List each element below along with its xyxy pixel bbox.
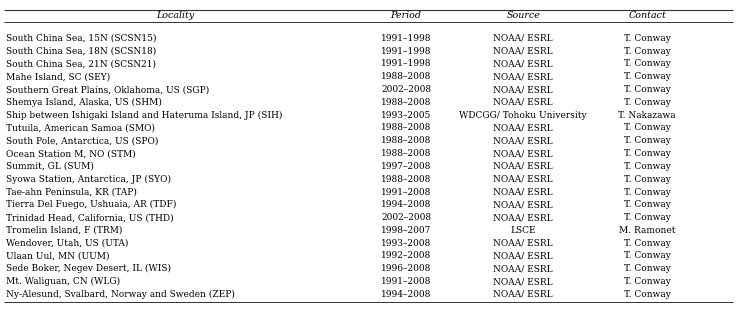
Text: NOAA/ ESRL: NOAA/ ESRL	[494, 200, 553, 209]
Text: Tromelin Island, F (TRM): Tromelin Island, F (TRM)	[6, 226, 122, 235]
Text: 2002–2008: 2002–2008	[381, 85, 431, 94]
Text: South China Sea, 15N (SCSN15): South China Sea, 15N (SCSN15)	[6, 34, 156, 43]
Text: NOAA/ ESRL: NOAA/ ESRL	[494, 149, 553, 158]
Text: 1992–2008: 1992–2008	[381, 251, 431, 261]
Text: 1994–2008: 1994–2008	[381, 290, 431, 299]
Text: NOAA/ ESRL: NOAA/ ESRL	[494, 34, 553, 43]
Text: T. Conway: T. Conway	[624, 47, 671, 56]
Text: NOAA/ ESRL: NOAA/ ESRL	[494, 239, 553, 248]
Text: M. Ramonet: M. Ramonet	[619, 226, 675, 235]
Text: 1988–2008: 1988–2008	[381, 98, 431, 107]
Text: T. Conway: T. Conway	[624, 98, 671, 107]
Text: 1991–1998: 1991–1998	[381, 34, 431, 43]
Text: Syowa Station, Antarctica, JP (SYO): Syowa Station, Antarctica, JP (SYO)	[6, 175, 171, 184]
Text: Contact: Contact	[628, 12, 666, 20]
Text: 1991–1998: 1991–1998	[381, 47, 431, 56]
Text: 1988–2008: 1988–2008	[381, 136, 431, 145]
Text: T. Conway: T. Conway	[624, 251, 671, 261]
Text: Mahe Island, SC (SEY): Mahe Island, SC (SEY)	[6, 72, 110, 81]
Text: NOAA/ ESRL: NOAA/ ESRL	[494, 187, 553, 197]
Text: 1988–2008: 1988–2008	[381, 149, 431, 158]
Text: Mt. Waliguan, CN (WLG): Mt. Waliguan, CN (WLG)	[6, 277, 120, 286]
Text: T. Conway: T. Conway	[624, 72, 671, 81]
Text: T. Conway: T. Conway	[624, 60, 671, 68]
Text: NOAA/ ESRL: NOAA/ ESRL	[494, 162, 553, 171]
Text: NOAA/ ESRL: NOAA/ ESRL	[494, 290, 553, 299]
Text: T. Conway: T. Conway	[624, 277, 671, 286]
Text: 1997–2008: 1997–2008	[381, 162, 431, 171]
Text: Trinidad Head, California, US (THD): Trinidad Head, California, US (THD)	[6, 213, 173, 222]
Text: 1988–2008: 1988–2008	[381, 72, 431, 81]
Text: 1996–2008: 1996–2008	[381, 264, 431, 273]
Text: 2002–2008: 2002–2008	[381, 213, 431, 222]
Text: NOAA/ ESRL: NOAA/ ESRL	[494, 251, 553, 261]
Text: NOAA/ ESRL: NOAA/ ESRL	[494, 47, 553, 56]
Text: Southern Great Plains, Oklahoma, US (SGP): Southern Great Plains, Oklahoma, US (SGP…	[6, 85, 209, 94]
Text: 1994–2008: 1994–2008	[381, 200, 431, 209]
Text: 1991–2008: 1991–2008	[381, 187, 431, 197]
Text: T. Conway: T. Conway	[624, 85, 671, 94]
Text: Source: Source	[506, 12, 540, 20]
Text: T. Conway: T. Conway	[624, 187, 671, 197]
Text: NOAA/ ESRL: NOAA/ ESRL	[494, 72, 553, 81]
Text: Tierra Del Fuego, Ushuaia, AR (TDF): Tierra Del Fuego, Ushuaia, AR (TDF)	[6, 200, 176, 209]
Text: 1988–2008: 1988–2008	[381, 123, 431, 133]
Text: Tutuila, American Samoa (SMO): Tutuila, American Samoa (SMO)	[6, 123, 155, 133]
Text: T. Conway: T. Conway	[624, 123, 671, 133]
Text: T. Conway: T. Conway	[624, 264, 671, 273]
Text: 1991–2008: 1991–2008	[381, 277, 431, 286]
Text: Period: Period	[391, 12, 422, 20]
Text: 1998–2007: 1998–2007	[381, 226, 431, 235]
Text: NOAA/ ESRL: NOAA/ ESRL	[494, 213, 553, 222]
Text: Wendover, Utah, US (UTA): Wendover, Utah, US (UTA)	[6, 239, 128, 248]
Text: South Pole, Antarctica, US (SPO): South Pole, Antarctica, US (SPO)	[6, 136, 158, 145]
Text: T. Conway: T. Conway	[624, 213, 671, 222]
Text: T. Conway: T. Conway	[624, 239, 671, 248]
Text: 1993–2008: 1993–2008	[381, 239, 431, 248]
Text: Summit, GL (SUM): Summit, GL (SUM)	[6, 162, 94, 171]
Text: T. Conway: T. Conway	[624, 162, 671, 171]
Text: Ship between Ishigaki Island and Hateruma Island, JP (SIH): Ship between Ishigaki Island and Haterum…	[6, 111, 282, 120]
Text: Tae-ahn Peninsula, KR (TAP): Tae-ahn Peninsula, KR (TAP)	[6, 187, 136, 197]
Text: NOAA/ ESRL: NOAA/ ESRL	[494, 85, 553, 94]
Text: NOAA/ ESRL: NOAA/ ESRL	[494, 264, 553, 273]
Text: T. Conway: T. Conway	[624, 200, 671, 209]
Text: NOAA/ ESRL: NOAA/ ESRL	[494, 277, 553, 286]
Text: T. Conway: T. Conway	[624, 290, 671, 299]
Text: NOAA/ ESRL: NOAA/ ESRL	[494, 136, 553, 145]
Text: Ny-Alesund, Svalbard, Norway and Sweden (ZEP): Ny-Alesund, Svalbard, Norway and Sweden …	[6, 290, 234, 299]
Text: 1991–1998: 1991–1998	[381, 60, 431, 68]
Text: NOAA/ ESRL: NOAA/ ESRL	[494, 98, 553, 107]
Text: T. Conway: T. Conway	[624, 175, 671, 184]
Text: T. Conway: T. Conway	[624, 136, 671, 145]
Text: T. Conway: T. Conway	[624, 149, 671, 158]
Text: NOAA/ ESRL: NOAA/ ESRL	[494, 175, 553, 184]
Text: South China Sea, 18N (SCSN18): South China Sea, 18N (SCSN18)	[6, 47, 156, 56]
Text: 1988–2008: 1988–2008	[381, 175, 431, 184]
Text: Ocean Station M, NO (STM): Ocean Station M, NO (STM)	[6, 149, 136, 158]
Text: WDCGG/ Tohoku University: WDCGG/ Tohoku University	[459, 111, 587, 120]
Text: Locality: Locality	[156, 12, 195, 20]
Text: T. Nakazawa: T. Nakazawa	[618, 111, 676, 120]
Text: NOAA/ ESRL: NOAA/ ESRL	[494, 123, 553, 133]
Text: NOAA/ ESRL: NOAA/ ESRL	[494, 60, 553, 68]
Text: Shemya Island, Alaska, US (SHM): Shemya Island, Alaska, US (SHM)	[6, 98, 161, 107]
Text: 1993–2005: 1993–2005	[381, 111, 431, 120]
Text: LSCE: LSCE	[511, 226, 536, 235]
Text: Sede Boker, Negev Desert, IL (WIS): Sede Boker, Negev Desert, IL (WIS)	[6, 264, 171, 273]
Text: T. Conway: T. Conway	[624, 34, 671, 43]
Text: South China Sea, 21N (SCSN21): South China Sea, 21N (SCSN21)	[6, 60, 156, 68]
Text: Ulaan Uul, MN (UUM): Ulaan Uul, MN (UUM)	[6, 251, 109, 261]
